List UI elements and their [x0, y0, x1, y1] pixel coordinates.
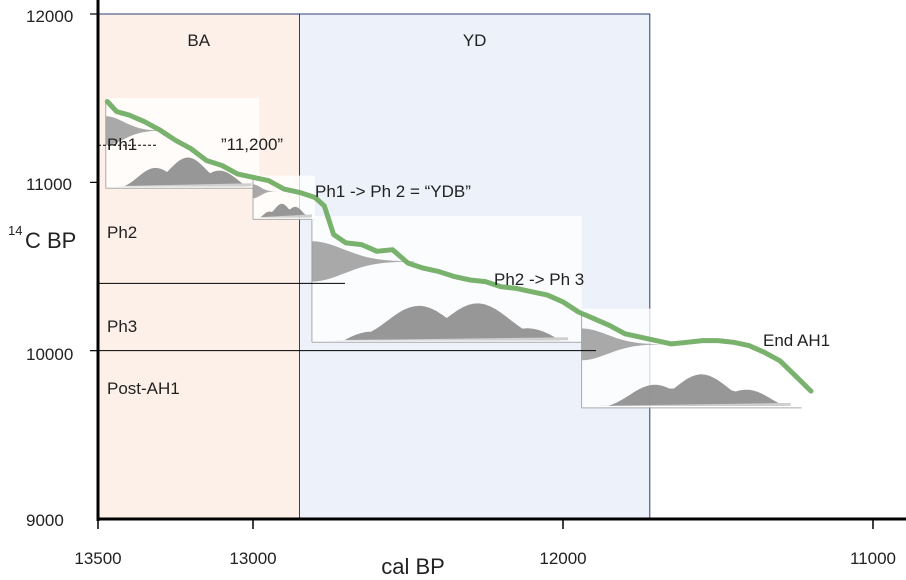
inset-prior-distribution — [113, 183, 252, 187]
x-tick-label: 11000 — [850, 549, 896, 568]
phase-label-4: Post-AH1 — [107, 379, 180, 398]
x-axis-title: cal BP — [381, 554, 445, 579]
calibration-inset-4 — [581, 308, 802, 409]
inset-calibrated-distribution — [608, 374, 785, 406]
calibration-inset-2 — [252, 175, 315, 220]
phase-label-3: Ph3 — [107, 317, 137, 336]
inset-calibrated-distribution — [124, 157, 247, 187]
y-tick-label: 9000 — [26, 511, 64, 530]
inset-radiocarbon-gaussian — [253, 184, 277, 199]
calibration-curve-1 — [104, 99, 814, 394]
phase-label-1: Ph1 — [107, 135, 137, 154]
annotation-2: Ph1 -> Ph 2 = “YDB” — [315, 182, 471, 201]
x-tick-label: 13000 — [229, 549, 276, 568]
y-tick-label: 12000 — [26, 7, 73, 26]
y-tick-label: 11000 — [26, 175, 72, 194]
region-ba-band — [97, 13, 300, 520]
y-tick-label: 10000 — [26, 345, 73, 364]
annotation-1: ”11,200” — [221, 135, 283, 154]
inset-prior-distribution — [325, 337, 569, 341]
y-axis-title-superscript: 14 — [8, 223, 22, 238]
inset-radiocarbon-gaussian — [105, 116, 165, 145]
region-ba-label: BA — [187, 31, 210, 50]
inset-calibrated-distribution — [260, 203, 311, 218]
y-axis-title: C BP — [25, 228, 76, 253]
x-tick-label: 12000 — [539, 549, 586, 568]
inset-prior-distribution — [256, 214, 312, 218]
inset-calibrated-distribution — [344, 303, 561, 341]
annotation-3: Ph2 -> Ph 3 — [494, 270, 584, 289]
calibration-inset-3 — [311, 216, 582, 343]
phase-label-2: Ph2 — [107, 223, 137, 242]
annotation-4: End AH1 — [763, 331, 830, 350]
x-tick-label: 13500 — [74, 549, 121, 568]
inset-prior-distribution — [592, 402, 791, 406]
region-yd-label: YD — [463, 31, 487, 50]
inset-radiocarbon-gaussian — [581, 328, 666, 361]
inset-radiocarbon-gaussian — [311, 241, 415, 282]
